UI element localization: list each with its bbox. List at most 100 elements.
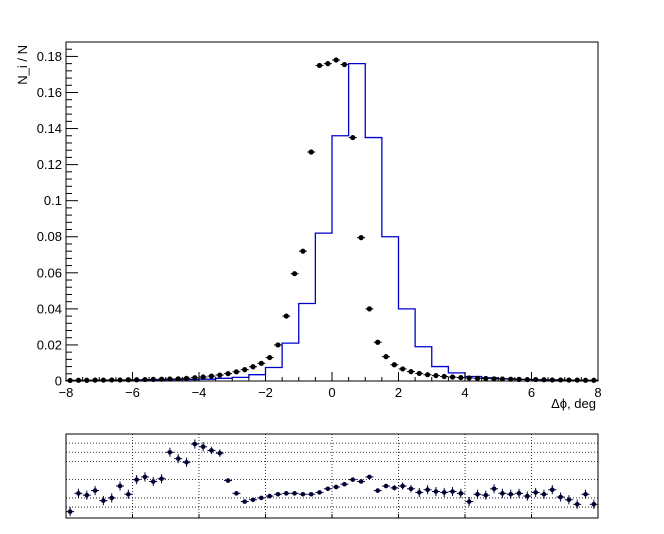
main-chart: −8 −6 −4 −2 0 2 4 6 8 0 0.02 0.04 0.06 0.08 0.1 0.12 0.… <box>15 41 602 411</box>
data-point <box>358 235 364 241</box>
data-point <box>192 375 198 381</box>
data-point <box>250 364 256 370</box>
y-tick-label: 0.18 <box>37 49 62 64</box>
ratio-point <box>292 491 297 496</box>
ratio-point <box>283 491 289 496</box>
ratio-point <box>317 490 322 495</box>
ratio-point <box>225 478 231 483</box>
data-point <box>242 367 248 373</box>
ratio-point <box>583 491 588 497</box>
data-point <box>308 149 314 155</box>
ratio-x-ticks <box>65 514 599 518</box>
x-tick-label: 2 <box>395 385 402 400</box>
ratio-point <box>383 483 389 489</box>
ratio-point <box>475 491 480 497</box>
y-tick-label: 0.14 <box>37 121 62 136</box>
ratio-point <box>533 490 538 495</box>
data-point <box>557 377 564 383</box>
ratio-point <box>259 495 264 501</box>
data-point <box>383 354 389 360</box>
data-point <box>158 376 165 382</box>
data-point <box>400 366 406 372</box>
data-point <box>499 376 506 382</box>
ratio-point <box>483 492 489 498</box>
ratio-point <box>566 497 572 503</box>
ratio-point <box>516 491 522 496</box>
data-point <box>208 373 215 379</box>
data-point <box>391 362 397 368</box>
ratio-point <box>67 509 73 514</box>
main-x-ticks: −8 −6 −4 −2 0 2 4 6 8 <box>59 372 602 400</box>
ratio-point <box>400 483 405 489</box>
ratio-point <box>217 450 223 456</box>
data-point <box>566 377 572 383</box>
data-point <box>483 375 489 382</box>
ratio-point <box>167 449 173 455</box>
ratio-point <box>416 490 422 495</box>
data-point <box>258 360 264 366</box>
ratio-point <box>126 491 131 497</box>
data-point <box>491 376 497 382</box>
data-point <box>200 374 206 380</box>
ratio-point <box>300 491 306 497</box>
data-point <box>67 377 73 384</box>
ratio-point <box>76 491 81 496</box>
data-point <box>125 377 131 383</box>
ratio-point <box>392 485 397 491</box>
ratio-point <box>159 476 164 482</box>
ratio-point <box>342 481 347 487</box>
data-point <box>341 61 348 68</box>
ratio-point <box>109 495 115 501</box>
data-point <box>325 61 331 67</box>
y-tick-label: 0.16 <box>37 85 62 100</box>
ratio-point <box>558 494 563 500</box>
data-point <box>416 370 422 377</box>
data-point <box>300 248 306 254</box>
ratio-point <box>134 477 139 482</box>
ratio-point <box>549 487 555 492</box>
ratio-point <box>242 499 248 504</box>
data-point <box>100 377 107 383</box>
y-tick-label: 0.12 <box>37 157 62 172</box>
data-point <box>350 134 356 141</box>
x-tick-label: −2 <box>258 385 273 400</box>
data-point <box>167 376 173 382</box>
x-tick-label: 0 <box>328 385 335 400</box>
ratio-point <box>541 491 547 497</box>
ratio-point <box>408 486 414 492</box>
data-point <box>366 306 373 312</box>
data-point <box>291 271 298 277</box>
x-tick-label: 4 <box>461 385 468 400</box>
ratio-point <box>574 502 580 507</box>
data-point <box>233 369 240 375</box>
ratio-point <box>591 502 597 507</box>
ratio-point <box>358 479 364 484</box>
ratio-point <box>433 489 439 494</box>
ratio-point <box>192 441 198 447</box>
ratio-point <box>200 444 206 450</box>
y-tick-label: 0.08 <box>37 229 62 244</box>
data-point <box>84 377 90 383</box>
ratio-point <box>350 477 356 482</box>
x-tick-label: −8 <box>59 385 74 400</box>
ratio-point <box>142 474 148 480</box>
ratio-chart <box>65 433 599 519</box>
ratio-point <box>525 493 530 499</box>
ratio-point <box>333 484 339 490</box>
y-tick-label: 0.04 <box>37 301 62 316</box>
ratio-point <box>375 488 381 493</box>
data-point <box>508 376 514 382</box>
data-point <box>117 377 123 383</box>
data-point <box>441 373 447 380</box>
data-point <box>134 377 140 383</box>
x-tick-label: 8 <box>594 385 601 400</box>
ratio-point <box>234 491 239 496</box>
y-tick-label: 0.02 <box>37 337 62 352</box>
data-point <box>408 369 414 375</box>
ratio-point <box>101 498 106 503</box>
main-points-layer <box>66 57 598 384</box>
ratio-point <box>92 488 98 493</box>
y-tick-label: 0 <box>55 374 62 389</box>
data-point <box>474 375 481 381</box>
